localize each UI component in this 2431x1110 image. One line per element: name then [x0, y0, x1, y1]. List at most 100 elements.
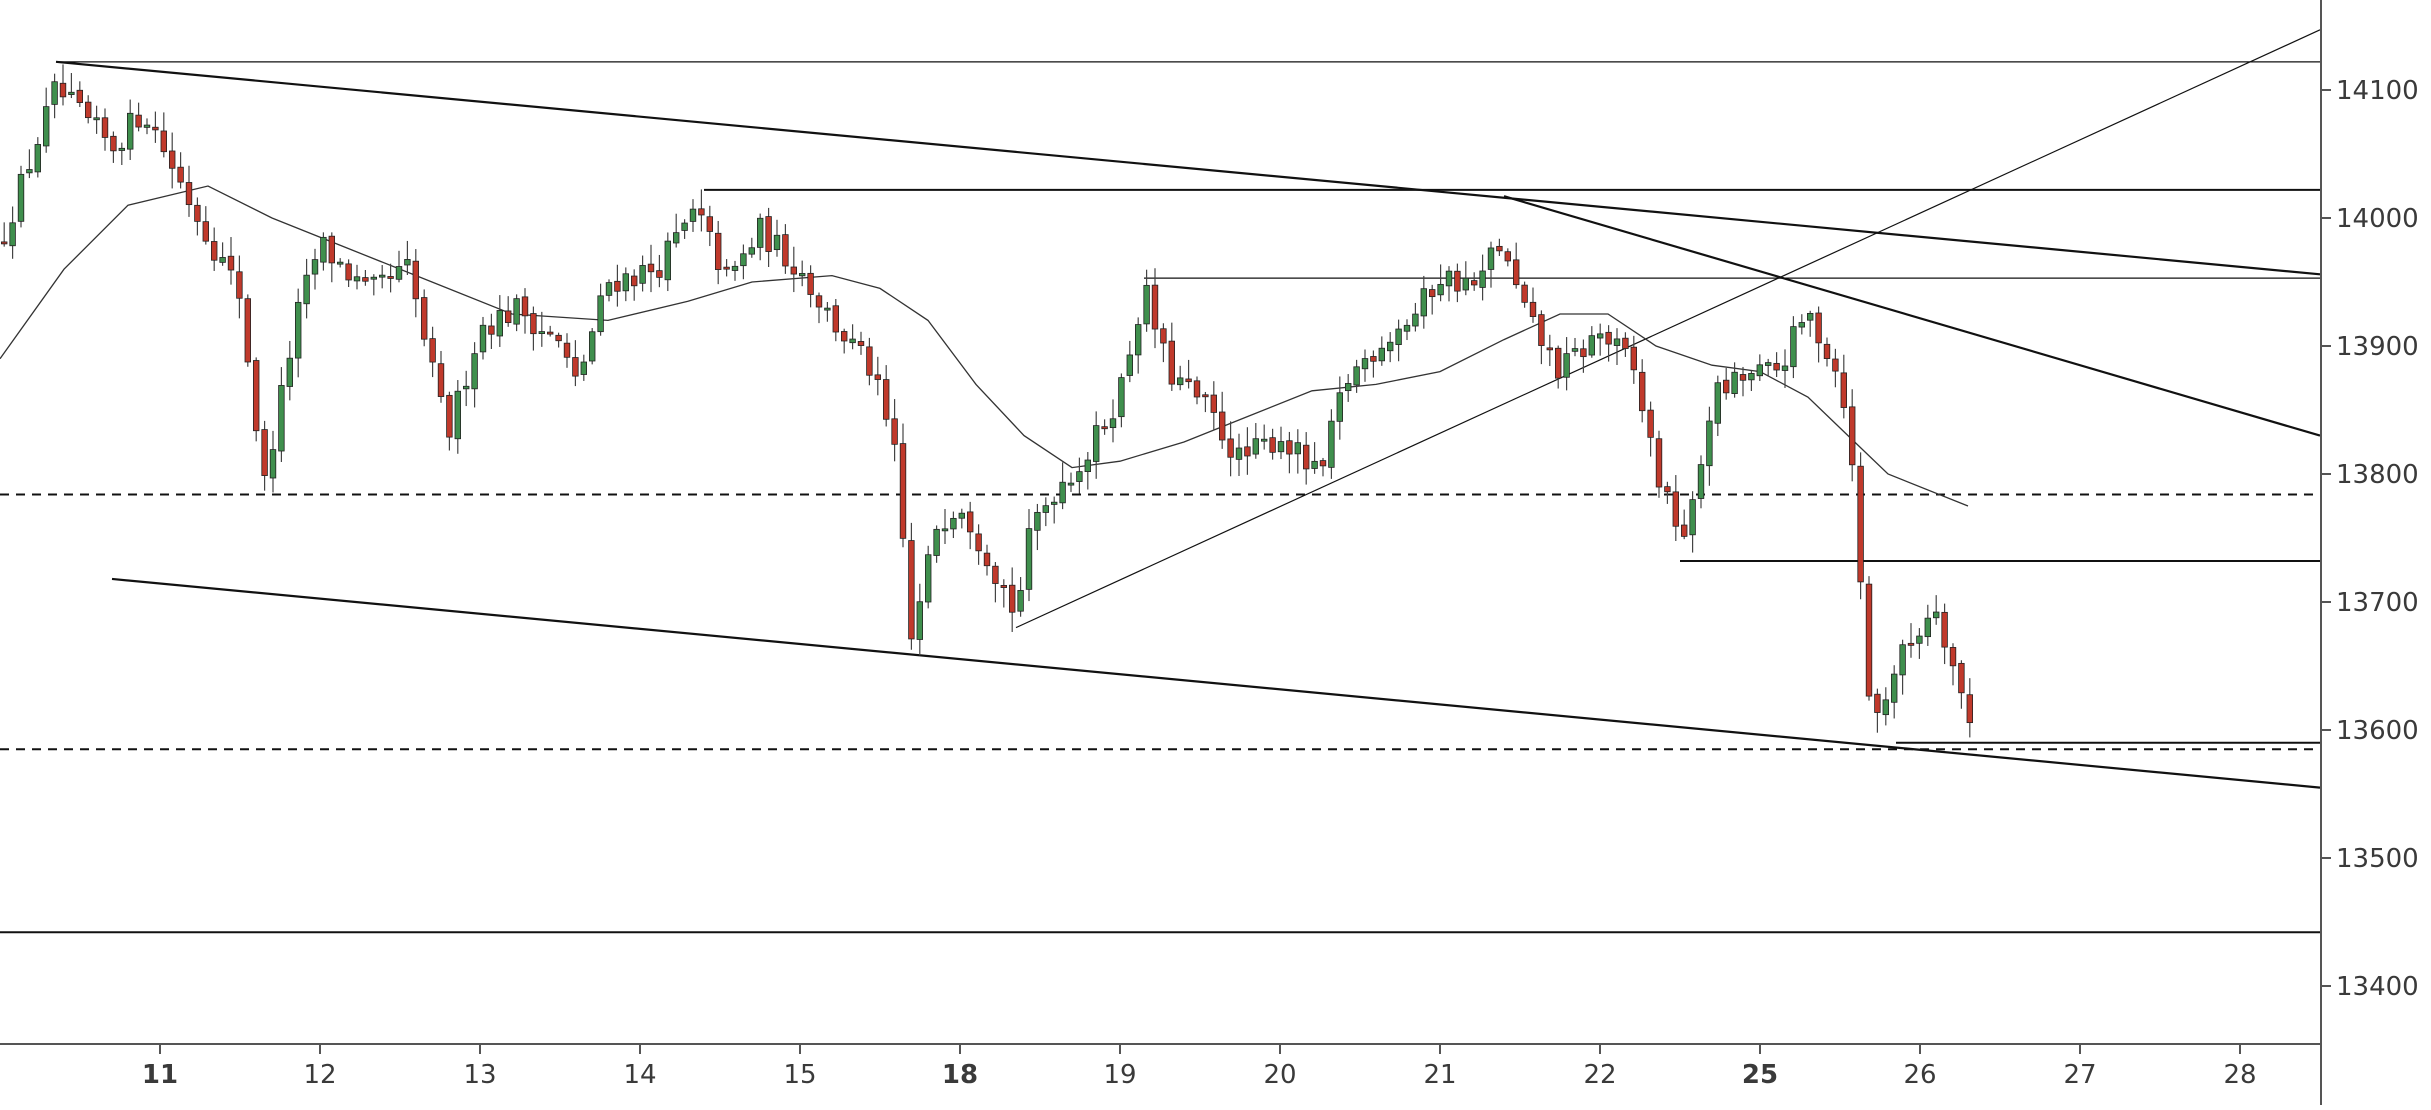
candle-up: [1025, 528, 1033, 590]
candle-down: [1009, 584, 1016, 613]
candle-down: [1454, 270, 1461, 292]
price-tick-label: 13500: [2336, 844, 2419, 874]
candle-down: [1622, 337, 1629, 349]
candle-down: [765, 216, 772, 252]
candle-down: [1655, 438, 1663, 488]
candle-down: [1529, 301, 1537, 317]
candle-down: [656, 270, 663, 278]
candle-down: [790, 266, 797, 275]
candle-down: [1849, 406, 1856, 466]
candle-up: [303, 274, 310, 305]
candle-down: [210, 241, 218, 261]
candle-up: [370, 276, 377, 280]
candle-down: [1580, 348, 1587, 358]
time-tick-label: 21: [1423, 1060, 1456, 1090]
candle-up: [1487, 247, 1495, 270]
candle-down: [1185, 378, 1192, 383]
time-tick-label: 13: [463, 1060, 496, 1090]
candle-up: [51, 81, 58, 105]
candle-down: [412, 260, 419, 300]
candle-down: [1370, 356, 1377, 362]
candles: [0, 64, 1973, 738]
candle-up: [143, 124, 151, 128]
candle-up: [1781, 365, 1789, 371]
candle-up: [26, 169, 33, 174]
candle-up: [1765, 362, 1772, 366]
candle-up: [1462, 277, 1469, 291]
candle-down: [1151, 284, 1159, 330]
candle-up: [1731, 371, 1738, 395]
candle-up: [1899, 644, 1906, 676]
candle-down: [504, 310, 512, 324]
candle-down: [992, 565, 999, 584]
moving-average-line: [0, 185, 1969, 507]
price-tick-label: 14000: [2336, 204, 2419, 234]
time-tick-label: 15: [783, 1060, 816, 1090]
time-tick-label: 26: [1903, 1060, 1936, 1090]
candle-down: [185, 182, 193, 206]
candle-up: [1261, 438, 1268, 442]
candle-down: [1219, 411, 1226, 441]
candle-down: [0, 241, 8, 245]
candle-down: [252, 360, 260, 432]
candle-up: [1697, 464, 1705, 499]
candle-up: [580, 361, 587, 375]
candle-down: [1815, 312, 1822, 344]
candle-up: [404, 259, 411, 266]
candle-up: [689, 208, 697, 222]
candle-down: [1672, 491, 1679, 527]
candle-up: [799, 273, 806, 277]
candle-up: [353, 276, 361, 282]
candle-up: [294, 301, 302, 359]
candle-up: [1756, 364, 1763, 377]
candle-down: [362, 277, 369, 282]
candle-down: [202, 221, 209, 242]
candle-up: [118, 147, 125, 151]
trendline: [111, 577, 2321, 789]
candle-up: [639, 265, 646, 284]
candle-down: [1538, 314, 1545, 346]
candle-down: [1823, 343, 1831, 359]
candle-up: [1807, 312, 1814, 321]
candle-down: [177, 166, 184, 183]
candle-up: [1479, 270, 1486, 288]
candle-up: [673, 232, 680, 244]
candle-up: [68, 91, 75, 95]
candle-down: [1832, 358, 1839, 372]
candle-down: [908, 540, 915, 640]
candle-down: [236, 271, 243, 299]
candle-down: [76, 89, 83, 103]
candle-up: [1361, 358, 1369, 370]
candle-down: [1286, 440, 1293, 455]
candle-down: [723, 266, 730, 270]
candle-up: [950, 517, 957, 530]
candle-down: [194, 204, 201, 222]
candle-up: [1437, 283, 1444, 296]
candle-up: [1563, 353, 1570, 378]
candle-up: [1790, 326, 1797, 368]
candle-up: [748, 247, 755, 255]
candle-down: [841, 331, 848, 342]
horizontal-levels: [0, 61, 2320, 934]
candle-down: [782, 234, 789, 267]
candle-up: [1798, 322, 1805, 328]
candle-down: [1840, 372, 1847, 408]
candle-up: [1135, 324, 1142, 356]
price-tick-label: 13700: [2336, 588, 2419, 618]
candle-down: [1941, 611, 1948, 648]
candle-down: [160, 130, 167, 153]
plot-background: [0, 0, 2320, 1043]
candle-up: [933, 528, 940, 556]
candle-down: [110, 135, 117, 152]
candle-down: [261, 429, 268, 476]
candle-up: [1345, 383, 1352, 392]
price-tick-label: 13600: [2336, 716, 2419, 746]
candle-up: [336, 261, 344, 265]
candle-up: [1067, 482, 1075, 486]
candle-down: [866, 346, 873, 376]
candle-down: [1210, 394, 1217, 413]
trendline: [1503, 195, 2321, 437]
candle-up: [1748, 373, 1755, 381]
